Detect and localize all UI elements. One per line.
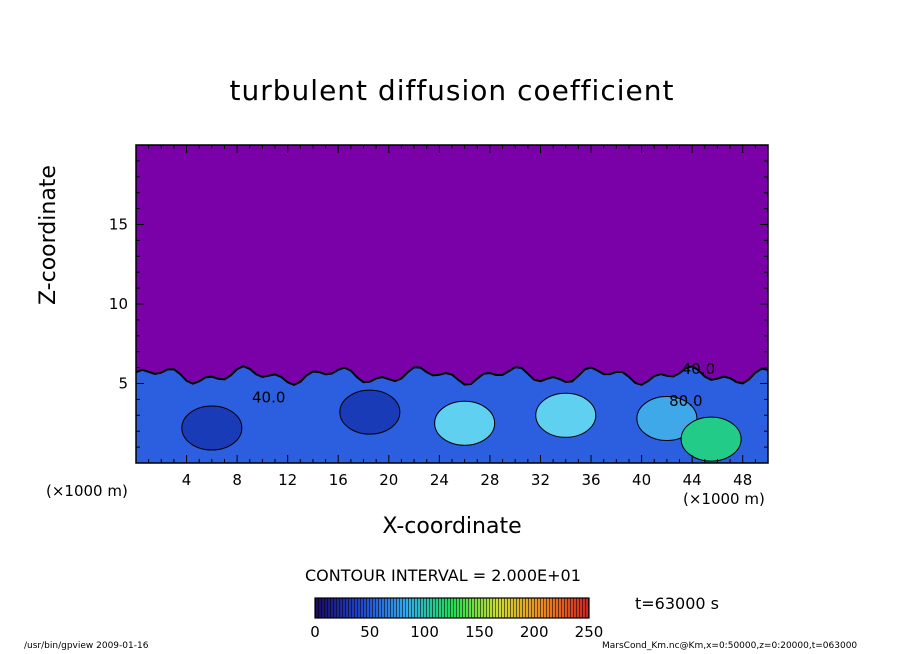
boundary-layer-contour <box>135 365 769 386</box>
colorbar-tick-label: 100 <box>410 623 439 641</box>
colorbar-frame <box>314 597 590 619</box>
boundary-layer-cell <box>339 389 401 435</box>
contour-label: 40.0 <box>682 360 715 378</box>
x-tick-label: 44 <box>683 471 702 489</box>
boundary-layer-cell <box>181 405 243 451</box>
contour-labels: 40.0 40.0 80.0 <box>252 360 715 410</box>
x-tick-label: 32 <box>531 471 550 489</box>
x-axis-ticks: 4 8 12 16 20 24 28 32 36 40 44 48 <box>135 145 769 489</box>
boundary-layer-cell <box>434 400 496 446</box>
x-tick-label: 4 <box>182 471 192 489</box>
y-tick-label: 5 <box>118 375 128 393</box>
colorbar-tick-label: 150 <box>465 623 494 641</box>
footer-left: /usr/bin/gpview 2009-01-16 <box>24 641 149 651</box>
colorbar-ticks: 0 50 100 150 200 250 <box>310 623 603 641</box>
boundary-layer-cell <box>680 416 742 462</box>
boundary-layer-details <box>181 389 742 462</box>
x-tick-label: 24 <box>430 471 449 489</box>
x-tick-label: 12 <box>278 471 297 489</box>
x-tick-label: 40 <box>632 471 651 489</box>
contour-label: 40.0 <box>252 389 285 407</box>
footer-right: MarsCond_Km.nc@Km,x=0:50000,z=0:20000,t=… <box>602 641 858 651</box>
colorbar-tick-label: 200 <box>520 623 549 641</box>
contour-interval-label: CONTOUR INTERVAL = 2.000E+01 <box>305 566 581 585</box>
x-axis-label: X-coordinate <box>382 514 522 539</box>
y-tick-label: 10 <box>109 295 128 313</box>
x-tick-label: 20 <box>379 471 398 489</box>
y-axis-ticks: 5 10 15 <box>109 144 768 464</box>
boundary-layer-cell <box>535 392 597 438</box>
colorbar-hatching <box>315 598 589 618</box>
y-tick-label: 15 <box>109 216 128 234</box>
x-tick-label: 16 <box>329 471 348 489</box>
x-tick-label: 8 <box>232 471 242 489</box>
boundary-layer-cell <box>636 395 698 441</box>
z-axis-unit: (×1000 m) <box>46 482 128 500</box>
colorbar-tick-label: 50 <box>360 623 379 641</box>
chart-title: turbulent diffusion coefficient <box>229 74 675 107</box>
x-tick-label: 28 <box>480 471 499 489</box>
colorbar-tick-label: 0 <box>310 623 320 641</box>
x-tick-label: 48 <box>733 471 752 489</box>
time-label: t=63000 s <box>635 594 719 613</box>
x-tick-label: 36 <box>581 471 600 489</box>
x-axis-unit: (×1000 m) <box>683 490 765 508</box>
contour-label: 80.0 <box>669 392 702 410</box>
colorbar-tick-label: 250 <box>575 623 604 641</box>
